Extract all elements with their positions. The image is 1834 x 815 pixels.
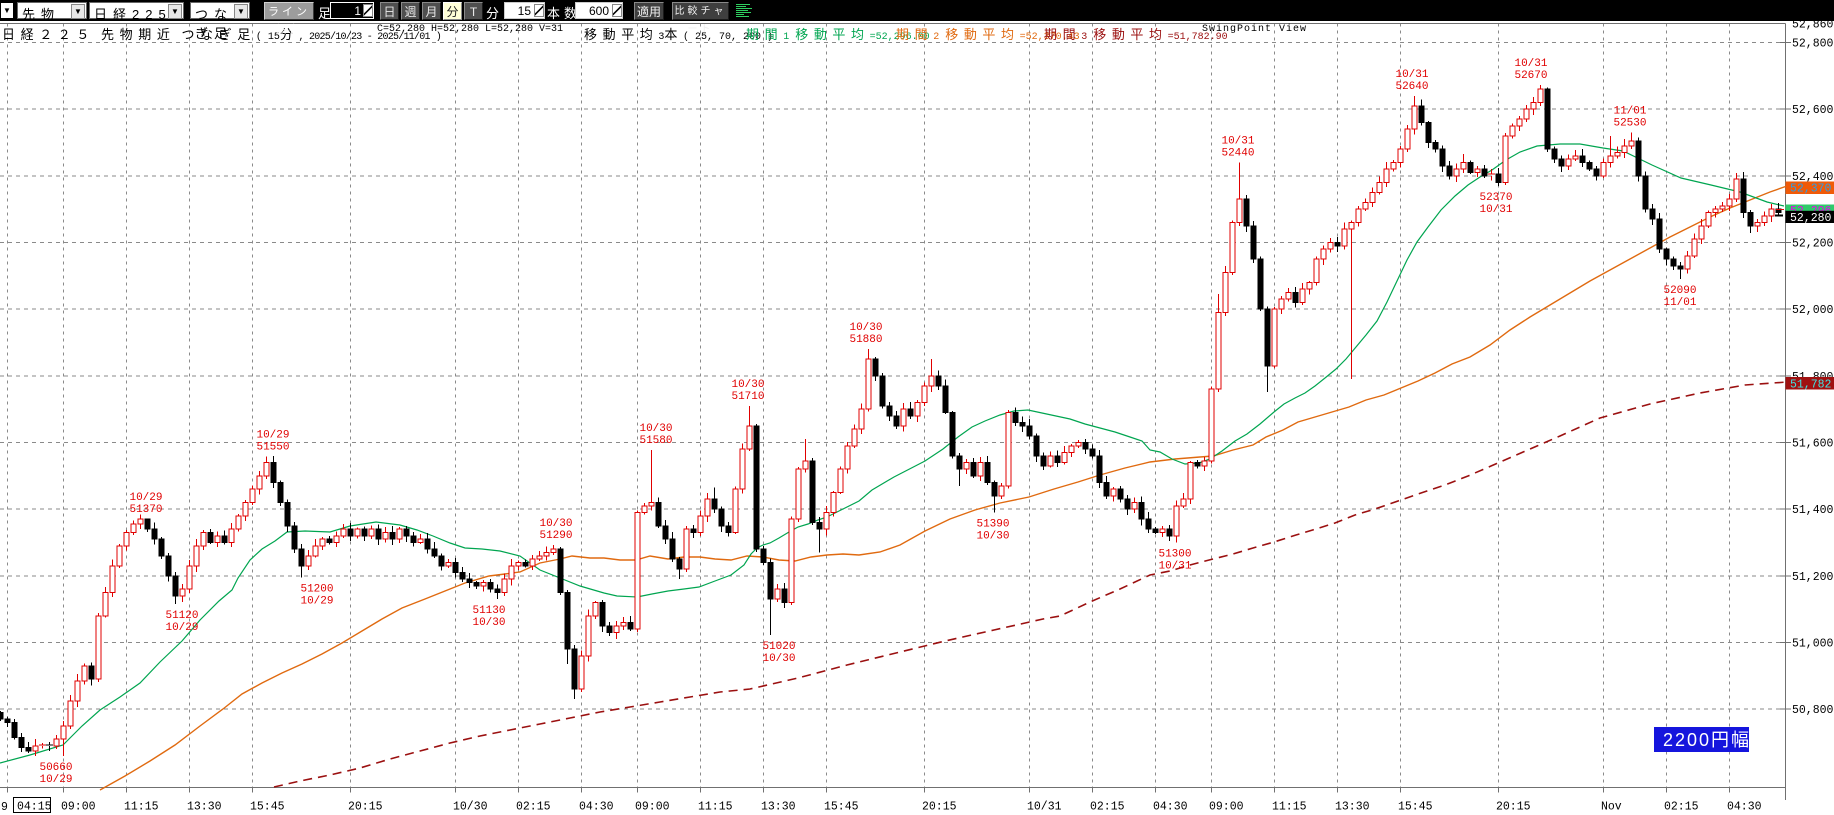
svg-text:51,782.90: 51,782.90 [1790, 379, 1834, 392]
svg-text:02:15: 02:15 [1090, 801, 1125, 814]
svg-text:51,000.00: 51,000.00 [1792, 638, 1834, 651]
svg-text:51,400.00: 51,400.00 [1792, 504, 1834, 517]
svg-text:52530: 52530 [1613, 118, 1646, 130]
svg-text:10/31: 10/31 [1514, 58, 1547, 70]
svg-text:11:15: 11:15 [124, 801, 159, 814]
svg-text:11/01: 11/01 [1663, 297, 1696, 309]
svg-text:04:30: 04:30 [579, 801, 614, 814]
svg-text:15:45: 15:45 [824, 801, 859, 814]
svg-text:11:15: 11:15 [698, 801, 733, 814]
svg-text:10/31: 10/31 [1479, 204, 1512, 216]
svg-text:51,600.00: 51,600.00 [1792, 438, 1834, 451]
svg-text:09:00: 09:00 [1209, 801, 1244, 814]
svg-text:10/30: 10/30 [539, 518, 572, 530]
svg-text:52370: 52370 [1479, 192, 1512, 204]
svg-text:10/30: 10/30 [472, 617, 505, 629]
svg-text:02:15: 02:15 [516, 801, 551, 814]
svg-text:04:15: 04:15 [17, 801, 52, 814]
svg-text:10/29: 10/29 [256, 430, 289, 442]
svg-text:10/30: 10/30 [731, 379, 764, 391]
svg-text:52,370.43: 52,370.43 [1790, 183, 1834, 196]
svg-text:52670: 52670 [1514, 70, 1547, 82]
svg-text:52,800.00: 52,800.00 [1792, 38, 1834, 51]
svg-text:51880: 51880 [849, 334, 882, 346]
svg-text:10/29: 10/29 [300, 596, 333, 608]
svg-text:10/31: 10/31 [1027, 801, 1062, 814]
svg-text:10/31: 10/31 [1221, 136, 1254, 148]
svg-text:51200: 51200 [300, 584, 333, 596]
svg-text:52,860.00: 52,860.00 [1792, 19, 1834, 32]
svg-text:51130: 51130 [472, 605, 505, 617]
svg-text:51300: 51300 [1158, 549, 1191, 561]
svg-text:15:45: 15:45 [1398, 801, 1433, 814]
svg-text:10/29: 10/29 [129, 492, 162, 504]
svg-text:51370: 51370 [129, 504, 162, 516]
svg-text:51550: 51550 [256, 442, 289, 454]
svg-text:11:15: 11:15 [1272, 801, 1307, 814]
svg-text:52,600.00: 52,600.00 [1792, 104, 1834, 117]
svg-text:52440: 52440 [1221, 148, 1254, 160]
svg-text:51710: 51710 [731, 391, 764, 403]
svg-text:50660: 50660 [39, 762, 72, 774]
svg-text:13:30: 13:30 [187, 801, 222, 814]
svg-text:52,200.00: 52,200.00 [1792, 238, 1834, 251]
svg-text:51,200.00: 51,200.00 [1792, 571, 1834, 584]
svg-text:52090: 52090 [1663, 285, 1696, 297]
svg-text:52640: 52640 [1395, 81, 1428, 93]
svg-text:51020: 51020 [762, 641, 795, 653]
svg-text:04:30: 04:30 [1153, 801, 1188, 814]
svg-text:10/30: 10/30 [762, 653, 795, 665]
svg-text:51120: 51120 [165, 610, 198, 622]
svg-text:10/30: 10/30 [976, 531, 1009, 543]
svg-text:15:45: 15:45 [250, 801, 285, 814]
svg-text:51580: 51580 [639, 435, 672, 447]
svg-text:9: 9 [1, 801, 8, 814]
svg-text:10/30: 10/30 [639, 423, 672, 435]
svg-text:10/31: 10/31 [1395, 69, 1428, 81]
svg-text:52,280: 52,280 [1790, 212, 1832, 225]
svg-text:Nov: Nov [1601, 801, 1622, 814]
svg-text:51290: 51290 [539, 530, 572, 542]
svg-text:20:15: 20:15 [348, 801, 383, 814]
svg-text:51390: 51390 [976, 519, 1009, 531]
svg-text:50,800.00: 50,800.00 [1792, 704, 1834, 717]
svg-text:09:00: 09:00 [61, 801, 96, 814]
svg-text:13:30: 13:30 [761, 801, 796, 814]
svg-text:20:15: 20:15 [922, 801, 957, 814]
svg-text:04:30: 04:30 [1727, 801, 1762, 814]
svg-text:10/29: 10/29 [39, 774, 72, 786]
svg-text:11/01: 11/01 [1613, 106, 1646, 118]
svg-text:10/30: 10/30 [453, 801, 488, 814]
svg-text:20:15: 20:15 [1496, 801, 1531, 814]
svg-text:02:15: 02:15 [1664, 801, 1699, 814]
svg-text:52,400.00: 52,400.00 [1792, 171, 1834, 184]
svg-text:2200円幅: 2200円幅 [1663, 730, 1751, 750]
svg-text:10/31: 10/31 [1158, 561, 1191, 573]
svg-text:10/30: 10/30 [849, 322, 882, 334]
svg-text:10/29: 10/29 [165, 622, 198, 634]
svg-text:52,000.00: 52,000.00 [1792, 304, 1834, 317]
svg-text:13:30: 13:30 [1335, 801, 1370, 814]
svg-text:09:00: 09:00 [635, 801, 670, 814]
